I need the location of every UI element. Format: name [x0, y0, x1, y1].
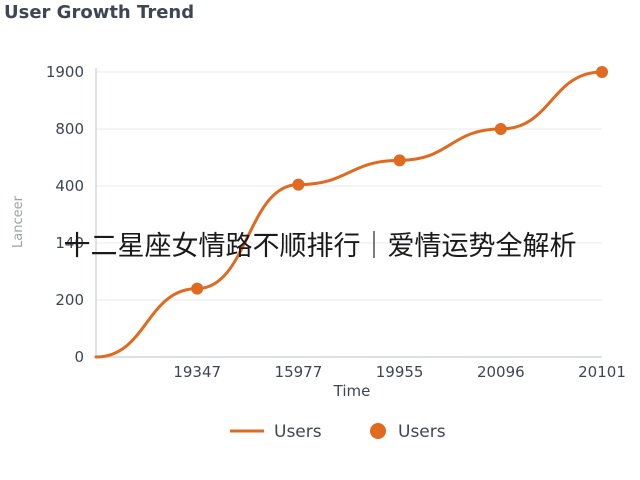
legend-label: Users — [398, 422, 446, 442]
overlay-caption: 十二星座女情路不顺排行｜爱情运势全解析 — [63, 231, 577, 262]
series-line-users — [94, 70, 604, 359]
y-tick-label: 400 — [55, 177, 84, 195]
data-point — [191, 282, 204, 295]
data-point — [393, 154, 406, 167]
x-tick-label: 19347 — [173, 363, 221, 381]
x-tick-label: 15977 — [275, 363, 323, 381]
y-tick-label: 800 — [55, 120, 84, 138]
legend-label: Users — [274, 422, 322, 442]
y-tick-label: 0 — [74, 348, 84, 366]
data-point — [494, 123, 507, 135]
legend-marker-swatch — [370, 423, 386, 439]
y-tick-label: 1900 — [46, 63, 84, 81]
data-point — [292, 178, 305, 191]
x-tick-label: 20096 — [477, 363, 525, 381]
x-tick-label: 19955 — [376, 363, 424, 381]
y-tick-label: 200 — [55, 291, 84, 309]
x-tick-label: 20101 — [578, 363, 626, 381]
data-point — [596, 66, 608, 78]
x-axis-title: Time — [333, 382, 371, 400]
chart-title: User Growth Trend — [4, 2, 195, 23]
y-tick-label: 140 — [55, 234, 84, 252]
y-axis-title: Lanceer — [11, 195, 26, 248]
